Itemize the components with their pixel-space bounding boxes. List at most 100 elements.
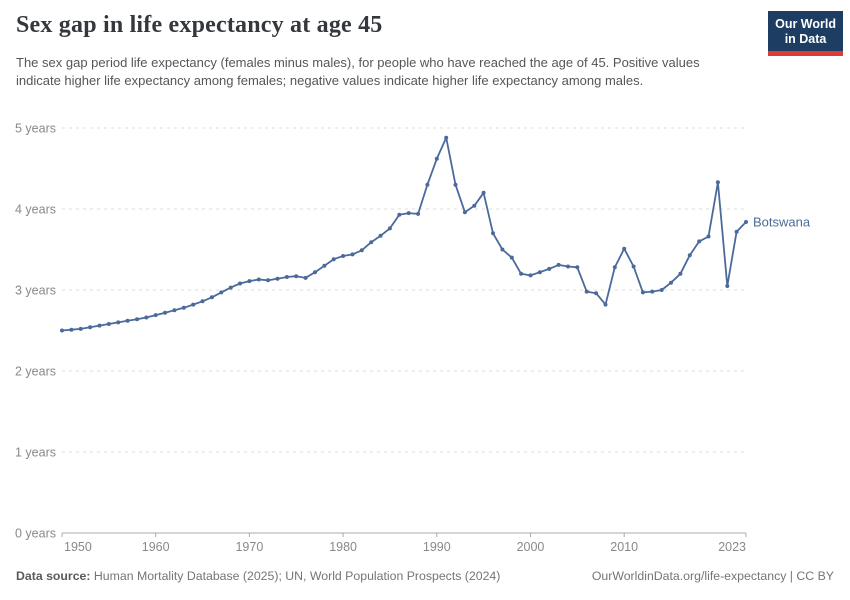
x-axis-label: 2010 [610, 540, 638, 554]
data-point[interactable] [209, 295, 214, 300]
data-point[interactable] [453, 182, 458, 187]
data-point[interactable] [528, 273, 533, 278]
data-point[interactable] [369, 240, 374, 245]
data-point[interactable] [219, 290, 224, 295]
data-point[interactable] [303, 275, 308, 280]
data-point[interactable] [284, 275, 289, 279]
data-point[interactable] [500, 247, 505, 252]
data-point[interactable] [60, 328, 64, 333]
data-point[interactable] [416, 211, 421, 216]
data-point[interactable] [116, 320, 121, 325]
x-axis-label: 1950 [64, 540, 92, 554]
data-point[interactable] [256, 277, 261, 282]
data-point[interactable] [191, 302, 196, 307]
data-point[interactable] [153, 313, 158, 318]
data-point[interactable] [575, 265, 580, 270]
data-point[interactable] [678, 271, 683, 276]
x-axis-label: 1980 [329, 540, 357, 554]
data-point[interactable] [341, 254, 346, 258]
data-point[interactable] [97, 323, 102, 328]
data-point[interactable] [594, 291, 599, 296]
data-point[interactable] [135, 317, 139, 322]
data-point[interactable] [631, 264, 636, 269]
data-point[interactable] [313, 270, 317, 275]
y-axis-label: 5 years [15, 122, 56, 136]
data-point[interactable] [687, 253, 692, 258]
data-point[interactable] [603, 302, 608, 307]
owid-logo-text: Our World in Data [775, 17, 836, 46]
y-axis-label: 2 years [15, 365, 56, 379]
data-point[interactable] [387, 226, 392, 231]
data-point[interactable] [622, 246, 627, 251]
x-axis-label: 1970 [235, 540, 263, 554]
data-point[interactable] [462, 210, 467, 215]
data-point[interactable] [434, 156, 439, 161]
data-point[interactable] [266, 278, 271, 283]
data-point[interactable] [481, 190, 486, 195]
owid-logo[interactable]: Our World in Data [768, 11, 843, 56]
data-point[interactable] [537, 270, 542, 275]
data-point[interactable] [144, 315, 149, 320]
data-point[interactable] [650, 289, 655, 294]
data-point[interactable] [556, 262, 561, 267]
x-axis-label: 2023 [718, 540, 746, 554]
data-point[interactable] [425, 182, 430, 187]
data-point[interactable] [744, 220, 748, 224]
data-source-label: Data source: [16, 569, 91, 583]
data-point[interactable] [725, 284, 730, 288]
data-point[interactable] [566, 264, 570, 269]
series-label-botswana[interactable]: Botswana [753, 214, 811, 229]
data-point[interactable] [125, 318, 130, 323]
y-axis-label: 4 years [15, 203, 56, 217]
y-axis-label: 1 years [15, 446, 56, 460]
data-point[interactable] [519, 271, 524, 276]
data-point[interactable] [706, 234, 711, 239]
data-point[interactable] [640, 290, 645, 295]
y-axis-label: 0 years [15, 527, 56, 541]
data-point[interactable] [359, 248, 364, 253]
data-point[interactable] [584, 289, 589, 294]
data-point[interactable] [715, 180, 720, 185]
data-point[interactable] [406, 211, 411, 216]
data-point[interactable] [294, 274, 299, 279]
x-axis-label: 1990 [423, 540, 451, 554]
data-point[interactable] [275, 276, 280, 281]
data-point[interactable] [350, 252, 355, 257]
series-line-botswana[interactable] [61, 136, 747, 332]
data-point[interactable] [734, 229, 739, 234]
chart-subtitle: The sex gap period life expectancy (fema… [16, 55, 700, 89]
data-point[interactable] [322, 263, 327, 268]
page-title: Sex gap in life expectancy at age 45 [16, 12, 383, 38]
data-point[interactable] [659, 288, 664, 292]
data-point[interactable] [200, 299, 205, 304]
data-point[interactable] [247, 279, 252, 284]
data-source-text: Human Mortality Database (2025); UN, Wor… [90, 569, 501, 583]
data-point[interactable] [472, 203, 477, 208]
data-point[interactable] [491, 231, 495, 236]
x-axis-label: 1960 [142, 540, 170, 554]
data-point[interactable] [509, 255, 514, 260]
data-point[interactable] [547, 266, 552, 271]
data-point[interactable] [163, 310, 168, 315]
data-point[interactable] [69, 327, 74, 332]
data-point[interactable] [88, 325, 93, 330]
data-point[interactable] [612, 265, 617, 270]
data-point[interactable] [697, 239, 702, 244]
data-point[interactable] [378, 233, 383, 238]
data-point[interactable] [172, 308, 177, 313]
data-point[interactable] [331, 257, 336, 262]
footer-link[interactable]: OurWorldinData.org/life-expectancy | CC … [591, 569, 834, 583]
x-axis-label: 2000 [517, 540, 545, 554]
data-point[interactable] [78, 326, 83, 331]
data-point[interactable] [238, 281, 242, 286]
data-point[interactable] [106, 322, 111, 326]
data-point[interactable] [397, 212, 402, 217]
y-axis-label: 3 years [15, 284, 56, 298]
data-point[interactable] [181, 305, 186, 310]
data-point[interactable] [228, 285, 233, 290]
data-source: Data source: Human Mortality Database (2… [16, 569, 500, 583]
data-point[interactable] [444, 135, 449, 140]
data-point[interactable] [669, 280, 673, 285]
